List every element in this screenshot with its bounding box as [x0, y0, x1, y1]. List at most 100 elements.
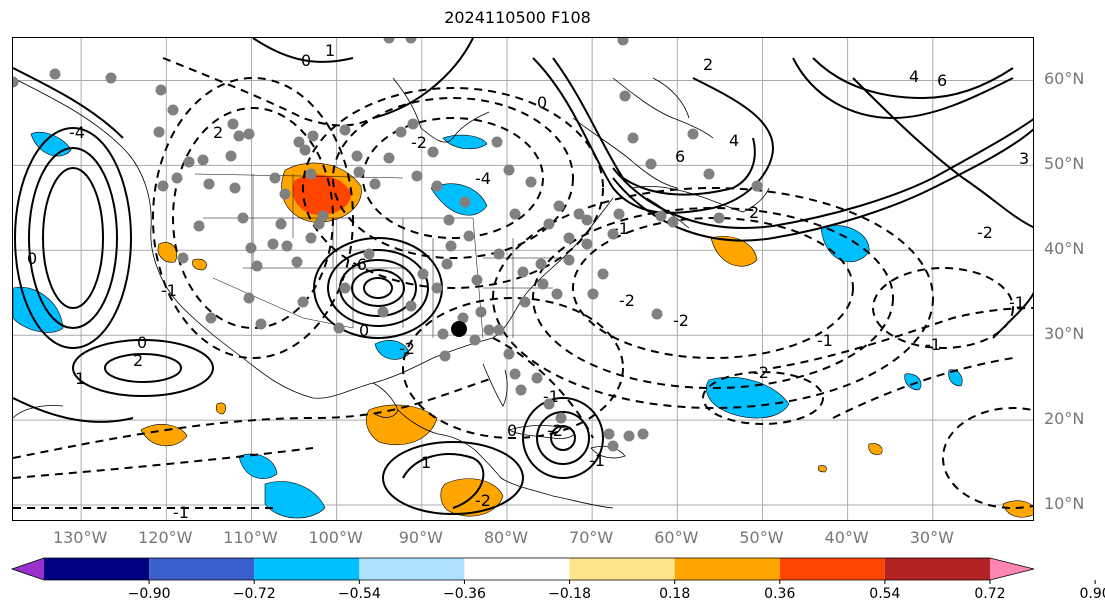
colorbar-tick-label: 0.18 — [659, 586, 691, 602]
station-marker — [237, 212, 249, 224]
shade-blue-region — [430, 183, 488, 216]
station-marker — [281, 240, 293, 252]
station-marker — [443, 214, 455, 226]
colorbar-segment — [464, 558, 570, 580]
contour-labels: 1 0 -4 2 -6 0 2 1 0 -2 -2 -1 -2 -1 -1 3 … — [27, 41, 1029, 521]
contours-dashed — [13, 57, 1033, 510]
station-marker — [427, 146, 439, 158]
station-marker — [363, 248, 375, 260]
contour-label: 2 — [703, 55, 713, 74]
station-marker — [655, 210, 667, 222]
station-marker — [405, 38, 417, 44]
station-marker — [713, 212, 725, 224]
contour-label: 3 — [1019, 149, 1029, 168]
contour-label: 2 — [133, 351, 143, 370]
lat-label: 50°N — [1044, 154, 1085, 174]
station-marker — [205, 312, 217, 324]
station-marker — [299, 144, 311, 156]
lon-label: 40°W — [824, 528, 869, 547]
station-marker — [651, 308, 663, 320]
station-marker — [667, 216, 679, 228]
station-marker — [305, 232, 317, 244]
station-marker — [553, 200, 565, 212]
lon-label: 100°W — [308, 528, 363, 547]
shade-orange-region — [868, 443, 883, 455]
station-marker — [483, 324, 495, 336]
shade-red-region — [292, 174, 352, 215]
station-marker — [203, 178, 215, 190]
lat-label: 30°N — [1044, 324, 1085, 344]
station-marker — [509, 208, 521, 220]
station-marker — [519, 296, 531, 308]
station-marker — [255, 318, 267, 330]
shade-blue-region — [904, 373, 922, 391]
station-marker — [279, 188, 291, 200]
station-marker — [555, 412, 567, 424]
station-marker — [459, 196, 471, 208]
colorbar-segment — [44, 558, 150, 580]
station-marker — [493, 248, 505, 260]
contour-label: 0 — [301, 51, 311, 70]
station-marker — [417, 268, 429, 280]
station-marker — [193, 220, 205, 232]
station-marker — [441, 258, 453, 270]
station-marker — [445, 240, 457, 252]
station-marker — [475, 306, 487, 318]
lat-label: 60°N — [1044, 69, 1085, 89]
station-marker — [171, 172, 183, 184]
contour-label: 0 — [137, 333, 147, 352]
contour-label: -4 — [69, 123, 85, 142]
shade-orange-region — [192, 258, 207, 271]
shade-orange-region — [1002, 500, 1033, 518]
station-marker — [543, 218, 555, 230]
contour-label: -2 — [411, 133, 427, 152]
contour-label: -2 — [399, 339, 415, 358]
contour-label: 4 — [909, 67, 919, 86]
station-marker — [457, 312, 469, 324]
shade-orange-region — [366, 404, 438, 446]
station-marker — [225, 150, 237, 162]
colorbar-tick-label: 0.54 — [869, 586, 901, 602]
map-title: 2024110500 F108 — [444, 8, 591, 27]
station-marker — [197, 154, 209, 166]
station-marker — [291, 256, 303, 268]
station-marker — [603, 428, 615, 440]
contour-label: -4 — [475, 169, 491, 188]
station-marker — [463, 230, 475, 242]
contour-label: -1 — [173, 503, 189, 521]
shade-orange-region — [157, 242, 178, 263]
station-marker — [245, 242, 257, 254]
colorbar-outline — [10, 557, 1035, 581]
station-marker — [229, 182, 241, 194]
shade-orange-region — [140, 424, 188, 447]
shade-blue-region — [820, 225, 870, 262]
station-marker — [369, 178, 381, 190]
contour-label: -1 — [817, 331, 833, 350]
station-marker — [275, 218, 287, 230]
contour-label: 2 — [749, 203, 759, 222]
station-marker — [155, 84, 167, 96]
contour-label: 0 — [507, 421, 517, 440]
shade-orange-region — [215, 402, 227, 415]
station-marker — [153, 126, 165, 138]
contour-label: -1 — [925, 335, 941, 354]
station-marker — [573, 208, 585, 220]
contour-label: 4 — [729, 131, 739, 150]
station-marker — [317, 210, 329, 222]
station-marker — [617, 38, 629, 46]
station-markers — [13, 38, 763, 452]
contour-label: 0 — [537, 93, 547, 112]
map-frame: 1 0 -4 2 -6 0 2 1 0 -2 -2 -1 -2 -1 -1 3 … — [12, 37, 1034, 521]
contour-label: -2 — [977, 223, 993, 242]
lon-label: 120°W — [138, 528, 193, 547]
contour-label: 1 — [421, 453, 431, 472]
contour-label: 6 — [675, 147, 685, 166]
station-marker — [581, 214, 593, 226]
station-marker — [503, 348, 515, 360]
colorbar — [10, 557, 1096, 584]
contour-label: -2 — [475, 491, 491, 510]
contour-label: -1 — [161, 281, 177, 300]
station-marker — [437, 328, 449, 340]
shade-blue-region — [264, 481, 326, 519]
station-marker — [623, 430, 635, 442]
